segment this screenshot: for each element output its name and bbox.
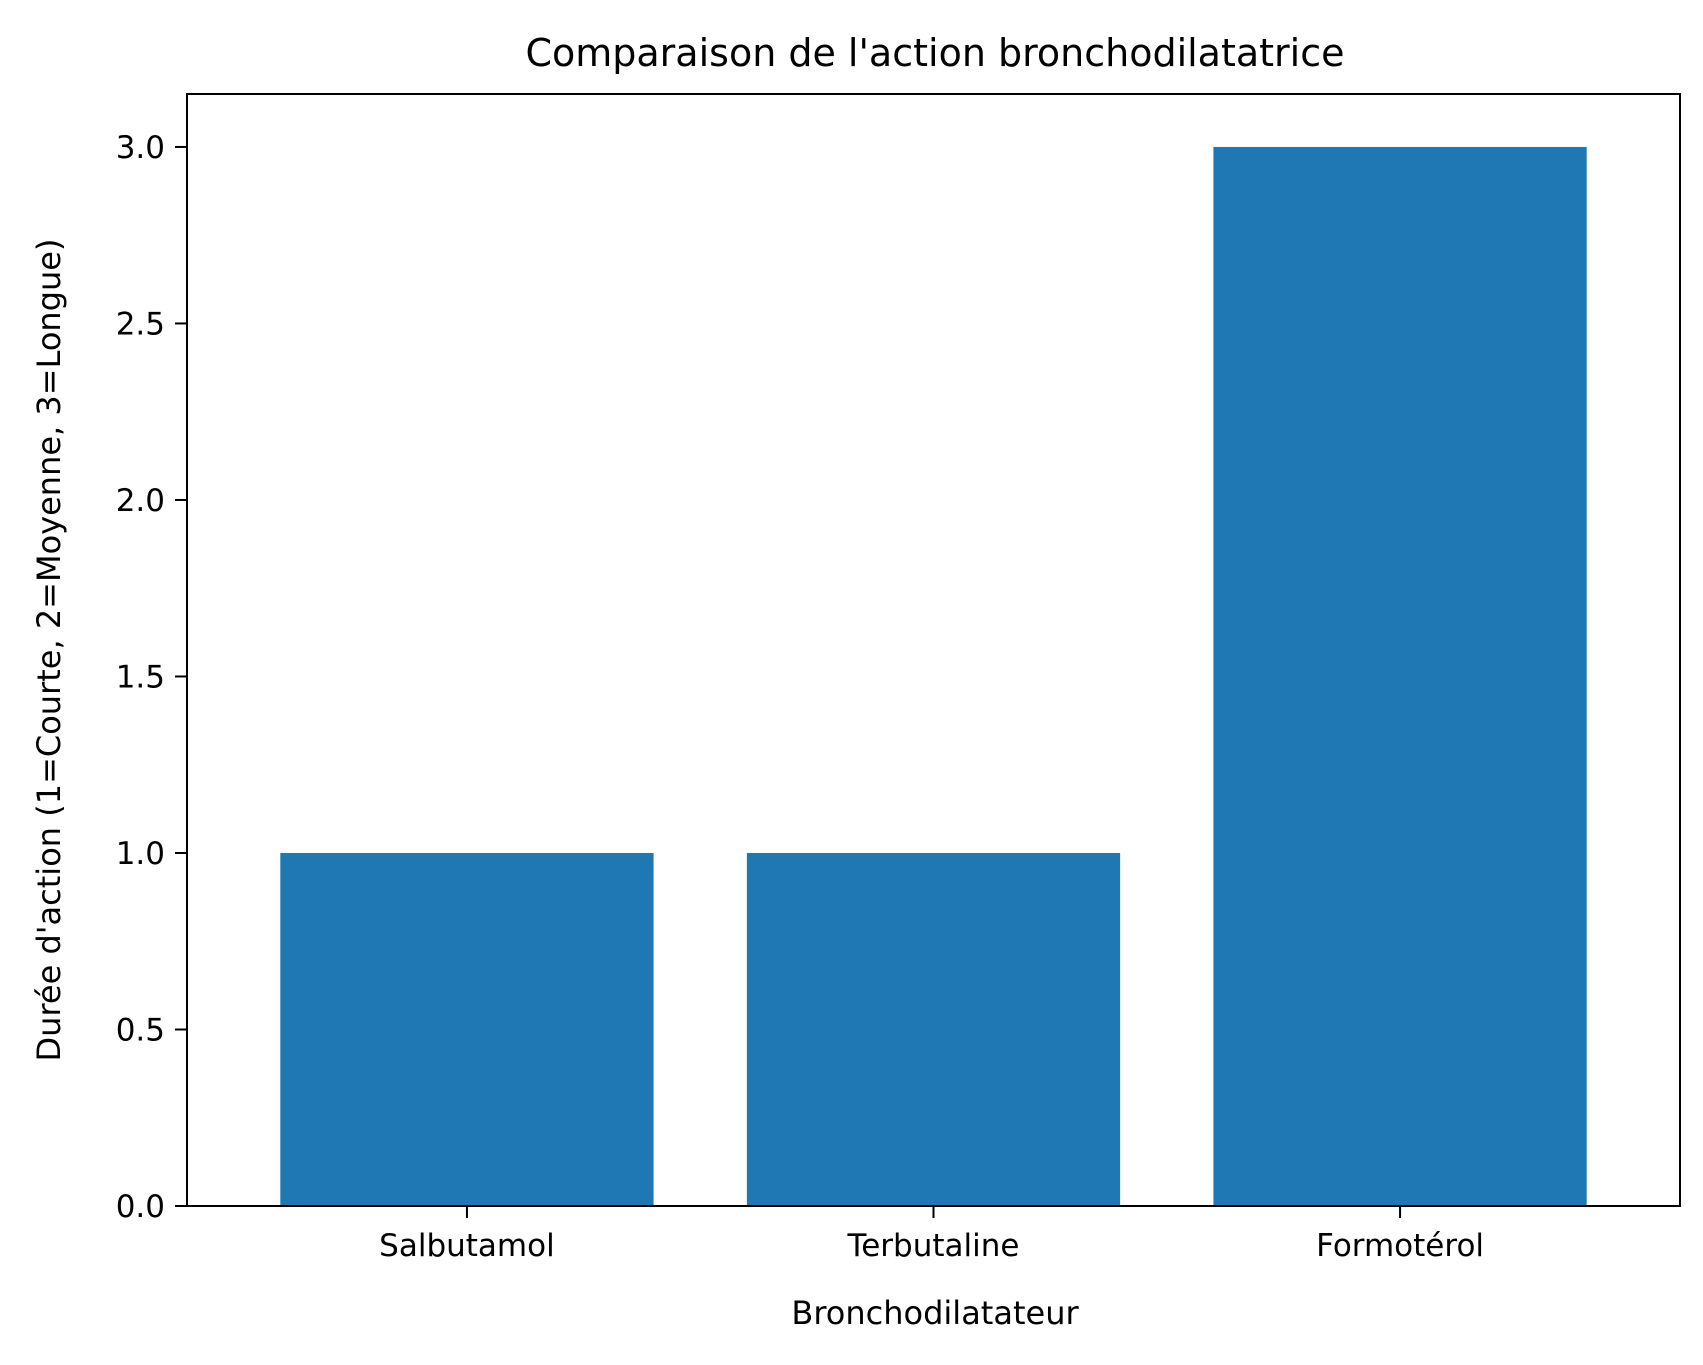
x-axis: Salbutamol Terbutaline Formotérol bbox=[379, 1206, 1484, 1264]
y-tick-label: 3.0 bbox=[116, 130, 165, 166]
chart-title: Comparaison de l'action bronchodilatatri… bbox=[525, 31, 1344, 75]
y-tick-label: 1.5 bbox=[116, 659, 165, 695]
x-tick-label: Salbutamol bbox=[379, 1228, 555, 1264]
plot-frame bbox=[186, 93, 1681, 1207]
bar-1 bbox=[280, 852, 654, 1206]
bar-2 bbox=[746, 852, 1121, 1206]
y-tick-label: 0.0 bbox=[116, 1189, 165, 1225]
x-tick-label: Formotérol bbox=[1316, 1228, 1484, 1264]
x-axis-label: Bronchodilatateur bbox=[791, 1294, 1079, 1332]
bar-3 bbox=[1213, 146, 1587, 1206]
y-tick-label: 2.0 bbox=[116, 483, 165, 519]
bars-layer bbox=[280, 146, 1587, 1206]
y-axis: 0.0 0.5 1.0 1.5 2.0 2.5 3.0 bbox=[116, 130, 187, 1225]
y-axis-label: Durée d'action (1=Courte, 2=Moyenne, 3=L… bbox=[30, 239, 68, 1062]
y-tick-label: 1.0 bbox=[116, 836, 165, 872]
y-tick-label: 0.5 bbox=[116, 1012, 165, 1048]
y-tick-label: 2.5 bbox=[116, 306, 165, 342]
x-tick-label: Terbutaline bbox=[847, 1228, 1020, 1264]
